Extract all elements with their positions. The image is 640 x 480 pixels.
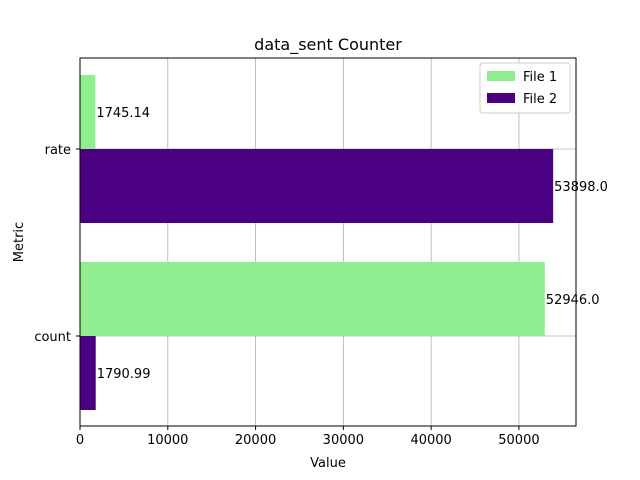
y-tick-label-count: count <box>34 330 71 345</box>
x-tick-label: 20000 <box>235 433 276 448</box>
legend-label-series-2: File 2 <box>523 92 557 107</box>
x-tick-label: 30000 <box>323 433 364 448</box>
y-axis-title: Metric <box>12 222 27 262</box>
bar-count-series-1 <box>80 262 545 336</box>
y-tick-label-rate: rate <box>45 143 71 158</box>
bar-rate-series-1 <box>80 75 96 149</box>
bars <box>80 75 554 410</box>
data-label: 52946.0 <box>546 293 600 308</box>
x-tick-label: 50000 <box>498 433 539 448</box>
bar-rate-series-2 <box>80 149 554 223</box>
x-axis-title: Value <box>310 456 346 471</box>
bar-count-series-2 <box>80 336 96 410</box>
data-label: 53898.0 <box>554 180 608 195</box>
x-tick-label: 10000 <box>147 433 188 448</box>
legend-label-series-1: File 1 <box>523 70 557 85</box>
legend: File 1 File 2 <box>479 62 571 114</box>
plot-frame <box>79 57 577 427</box>
x-tick-label: 40000 <box>410 433 451 448</box>
data-labels: 52946.0 1745.14 1790.99 53898.0 <box>96 106 608 382</box>
legend-swatch-series-1 <box>487 71 515 81</box>
y-axis-ticks: count rate <box>34 143 80 345</box>
legend-swatch-series-2 <box>487 93 515 103</box>
data-label: 1790.99 <box>97 367 151 382</box>
data-label: 1745.14 <box>96 106 150 121</box>
x-axis-ticks: 0 10000 20000 30000 40000 50000 <box>76 426 540 448</box>
x-tick-label: 0 <box>76 433 84 448</box>
chart-title: data_sent Counter <box>254 35 402 55</box>
